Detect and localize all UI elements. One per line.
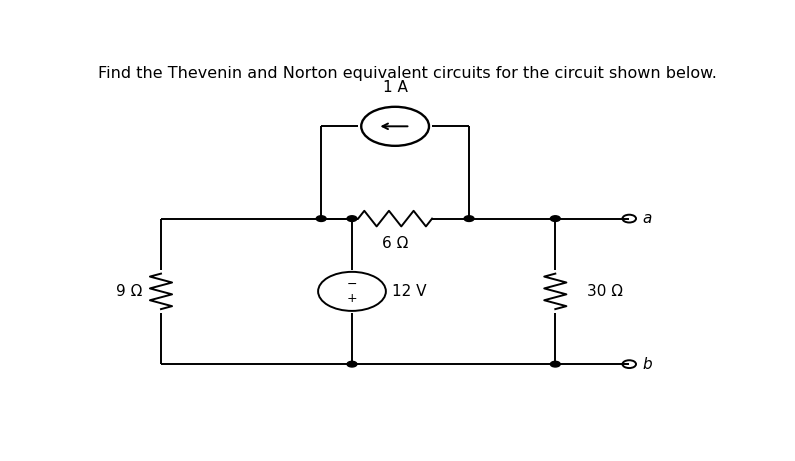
- Text: 30 Ω: 30 Ω: [588, 284, 623, 299]
- Text: Find the Thevenin and Norton equivalent circuits for the circuit shown below.: Find the Thevenin and Norton equivalent …: [98, 65, 717, 81]
- Text: −: −: [347, 278, 357, 290]
- Text: a: a: [643, 211, 652, 226]
- Text: +: +: [347, 292, 357, 305]
- Circle shape: [316, 216, 326, 221]
- Circle shape: [550, 361, 560, 367]
- Text: 1 A: 1 A: [382, 80, 408, 95]
- Text: 12 V: 12 V: [392, 284, 427, 299]
- Circle shape: [464, 216, 474, 221]
- Circle shape: [347, 216, 357, 221]
- Text: b: b: [643, 357, 653, 372]
- Circle shape: [347, 361, 357, 367]
- Circle shape: [550, 216, 560, 221]
- Text: 9 Ω: 9 Ω: [116, 284, 142, 299]
- Text: 6 Ω: 6 Ω: [382, 236, 409, 251]
